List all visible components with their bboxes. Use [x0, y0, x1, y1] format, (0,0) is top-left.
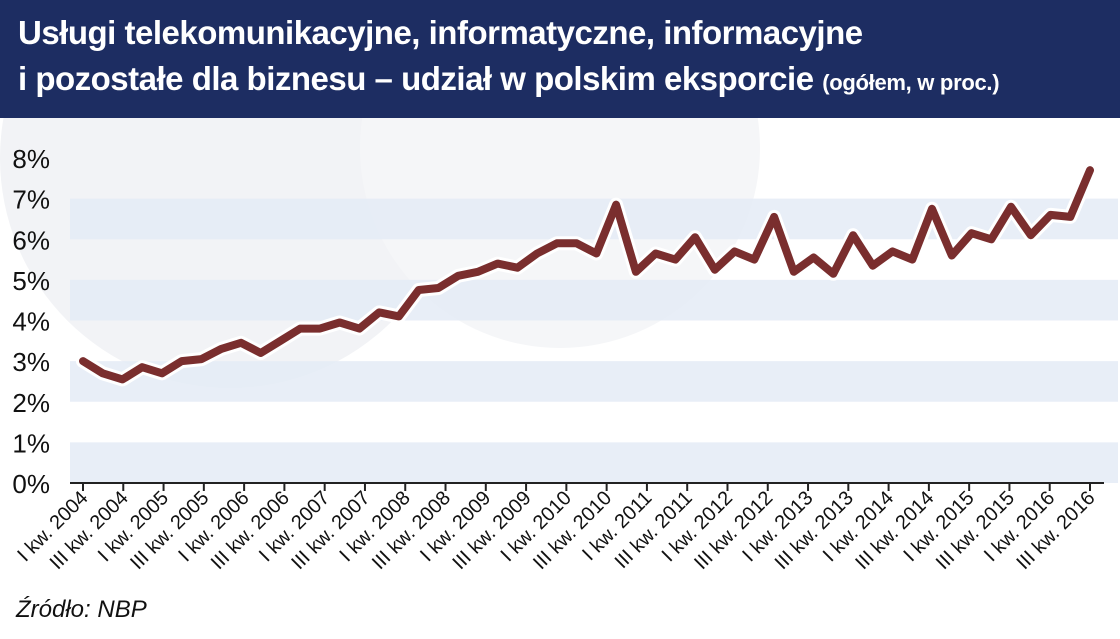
data-point — [1049, 213, 1053, 217]
data-point — [792, 270, 796, 274]
data-point — [417, 288, 421, 292]
chart-title-line-2-text: i pozostałe dla biznesu – udział w polsk… — [18, 60, 814, 97]
data-point — [338, 321, 342, 325]
data-point — [377, 310, 381, 314]
data-point — [436, 286, 440, 290]
data-point — [278, 339, 282, 343]
data-point — [673, 258, 677, 262]
data-point — [219, 347, 223, 351]
grid-band — [70, 279, 1118, 321]
y-tick-label: 4% — [12, 307, 50, 337]
data-point — [891, 249, 895, 253]
y-tick-label: 3% — [12, 347, 50, 377]
data-point — [101, 371, 105, 375]
data-point — [930, 207, 934, 211]
data-point — [871, 264, 875, 268]
data-point — [357, 327, 361, 331]
chart-title-line-1: Usługi telekomunikacyjne, informatyczne,… — [18, 14, 863, 51]
data-point — [812, 256, 816, 260]
y-tick-label: 5% — [12, 266, 50, 296]
data-point — [910, 258, 914, 262]
data-point — [713, 268, 717, 272]
data-point — [851, 233, 855, 237]
data-point — [733, 249, 737, 253]
chart-subtitle: (ogółem, w proc.) — [822, 70, 1000, 95]
data-point — [1029, 233, 1033, 237]
grid-band — [70, 442, 1118, 483]
data-point — [1068, 215, 1072, 219]
chart-title-line-2: i pozostałe dla biznesu – udział w polsk… — [18, 56, 1120, 106]
data-point — [752, 258, 756, 262]
data-point — [1009, 205, 1013, 209]
y-tick-label: 7% — [12, 185, 50, 215]
data-point — [81, 359, 85, 363]
data-point — [772, 215, 776, 219]
chart-header: Usługi telekomunikacyjne, informatyczne,… — [0, 0, 1120, 118]
series-line-path — [79, 166, 1094, 384]
data-point — [654, 251, 658, 255]
data-point — [575, 241, 579, 245]
data-point — [199, 357, 203, 361]
x-axis — [70, 482, 1104, 491]
series-line — [76, 163, 1097, 387]
data-point — [397, 314, 401, 318]
y-tick-label: 1% — [12, 428, 50, 458]
data-point — [456, 274, 460, 278]
data-point — [989, 237, 993, 241]
y-tick-label: 6% — [12, 225, 50, 255]
data-point — [594, 251, 598, 255]
data-point — [140, 365, 144, 369]
source-note: Źródło: NBP — [16, 596, 147, 623]
grid-band — [70, 361, 1118, 402]
data-point — [180, 359, 184, 363]
grid-bands — [70, 198, 1118, 483]
data-point — [239, 341, 243, 345]
data-point — [476, 270, 480, 274]
y-tick-label: 0% — [12, 469, 50, 499]
y-axis-labels: 0% 1% 2% 3% 4% 5% 6% 7% 8% — [12, 144, 50, 499]
data-point — [693, 235, 697, 239]
data-point — [496, 262, 500, 266]
data-point — [1088, 168, 1092, 172]
data-point — [831, 272, 835, 276]
data-point — [298, 327, 302, 331]
y-tick-label: 8% — [12, 144, 50, 174]
data-point — [970, 231, 974, 235]
data-point — [318, 327, 322, 331]
data-point — [614, 203, 618, 207]
data-point — [515, 266, 519, 270]
y-tick-label: 2% — [12, 388, 50, 418]
data-point — [950, 254, 954, 257]
data-point — [634, 270, 638, 274]
data-point — [120, 377, 124, 381]
data-point — [555, 241, 559, 245]
data-point — [160, 371, 164, 375]
data-point — [259, 351, 263, 355]
data-point — [535, 251, 539, 255]
grid-band — [70, 198, 1118, 240]
